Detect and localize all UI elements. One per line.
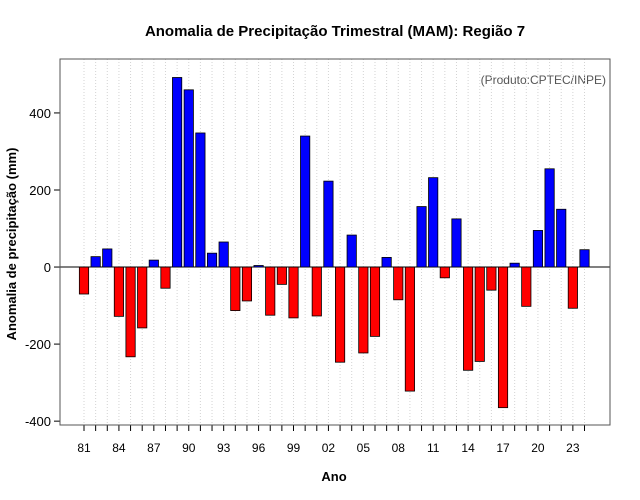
y-tick-label: 0 [44, 260, 51, 275]
bar-1989 [172, 77, 183, 268]
bar-1990 [183, 89, 194, 268]
x-tick-label: 23 [566, 441, 580, 455]
bar-2021 [544, 168, 555, 268]
plot-frame [59, 58, 611, 426]
bar-2002 [323, 180, 334, 268]
bar-2010 [416, 206, 427, 268]
y-tick-label: -400 [25, 414, 51, 429]
bar-1987 [148, 259, 159, 268]
x-tick-label: 08 [392, 441, 406, 455]
bar-1998 [276, 266, 287, 285]
source-annotation: (Produto:CPTEC/INPE) [481, 73, 606, 87]
bar-2001 [311, 266, 322, 317]
y-tick-label: 400 [29, 106, 51, 121]
bar-2004 [346, 234, 357, 268]
bar-1983 [102, 248, 113, 268]
bar-2013 [451, 218, 462, 268]
bar-2022 [556, 208, 567, 268]
y-tick-label: 200 [29, 183, 51, 198]
x-tick-label: 84 [112, 441, 126, 455]
bar-1984 [113, 266, 124, 317]
x-tick-label: 96 [252, 441, 266, 455]
bar-1982 [90, 256, 101, 268]
y-tick-label: -200 [25, 337, 51, 352]
bar-1991 [195, 132, 206, 268]
bar-2005 [358, 266, 369, 354]
x-tick-label: 90 [182, 441, 196, 455]
x-tick-label: 99 [287, 441, 301, 455]
bar-2011 [428, 177, 439, 268]
bar-2017 [497, 266, 509, 409]
x-tick-label: 05 [357, 441, 371, 455]
bar-1999 [288, 266, 299, 319]
bar-2016 [486, 266, 497, 291]
bar-1981 [78, 266, 90, 295]
bar-2015 [474, 266, 485, 362]
x-tick-label: 87 [147, 441, 161, 455]
bar-2014 [463, 266, 474, 371]
bar-2018 [509, 262, 520, 268]
x-tick-label: 11 [427, 441, 440, 455]
bar-1997 [265, 266, 276, 316]
x-axis-label: Ano [321, 469, 346, 484]
bar-2020 [532, 230, 543, 268]
bars [78, 77, 590, 409]
bar-1993 [218, 241, 229, 268]
x-tick-label: 14 [461, 441, 475, 455]
bar-1986 [137, 266, 148, 329]
bar-2003 [335, 266, 346, 363]
bar-2024 [579, 249, 590, 268]
bar-2006 [369, 266, 381, 337]
bar-1995 [241, 266, 253, 302]
y-axis-label: Anomalia de precipitação (mm) [4, 148, 19, 341]
bar-2008 [393, 266, 404, 301]
bar-1985 [125, 266, 136, 358]
x-tick-label: 17 [496, 441, 510, 455]
x-axis: 81 84 87 90 93 96 99 02 05 08 11 14 17 20 23 [77, 425, 585, 455]
bar-1992 [206, 252, 218, 268]
x-tick-label: 20 [531, 441, 545, 455]
bar-2023 [567, 266, 578, 309]
grid-lines [60, 59, 610, 425]
chart-title: Anomalia de Precipitação Trimestral (MAM… [145, 23, 525, 40]
bar-1988 [160, 266, 171, 289]
x-tick-label: 81 [77, 441, 91, 455]
y-axis: -400 -200 0 200 400 [25, 106, 60, 429]
bar-2012 [439, 266, 450, 279]
x-tick-label: 93 [217, 441, 231, 455]
bar-1996 [253, 265, 264, 268]
bar-2000 [300, 135, 311, 268]
bar-2007 [381, 257, 392, 268]
x-tick-label: 02 [322, 441, 336, 455]
bar-2019 [521, 266, 532, 307]
bar-1994 [230, 266, 241, 311]
bar-2009 [404, 266, 415, 392]
